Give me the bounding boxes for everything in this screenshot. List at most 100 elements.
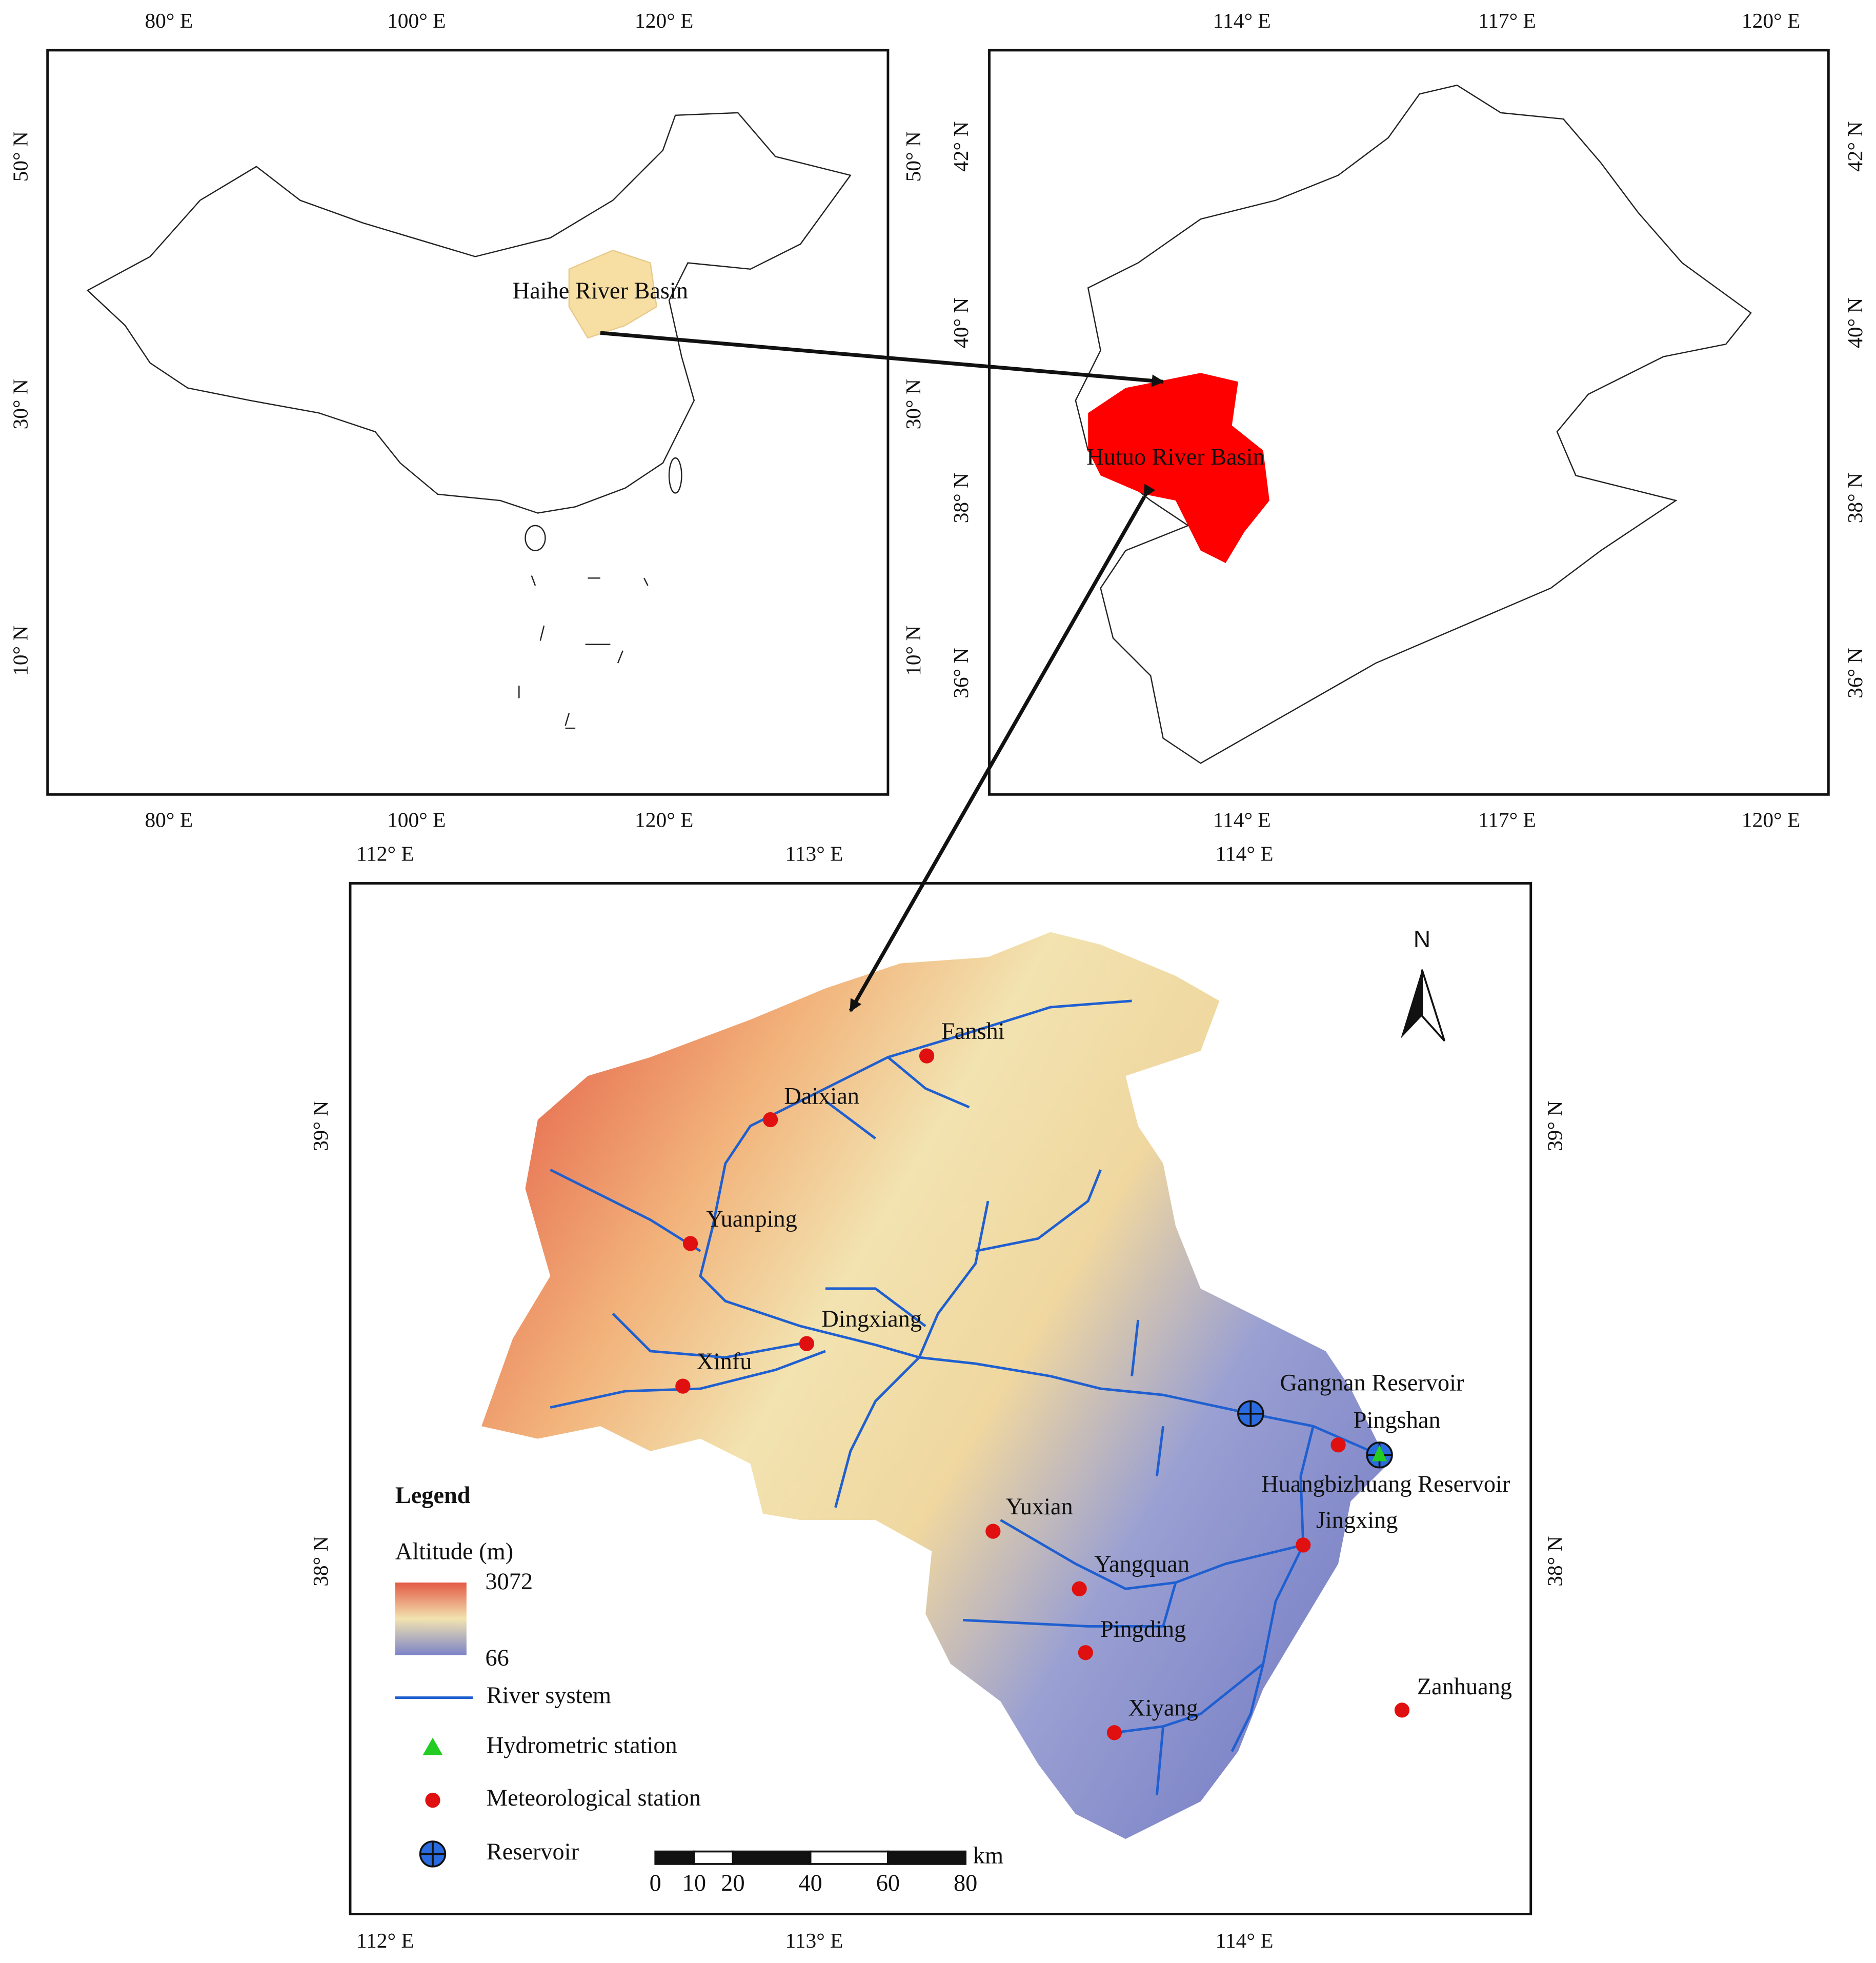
hutuo-basin: [1088, 373, 1269, 564]
south-sea-islands: [518, 575, 649, 729]
reservoir: [420, 1841, 446, 1867]
china-frame: [46, 49, 890, 796]
x-tick-label: 117° E: [1478, 9, 1536, 32]
hainan: [525, 525, 546, 551]
y-tick-label: 38° N: [949, 473, 973, 523]
scale-segment: [732, 1850, 812, 1865]
legend-meteorological: [425, 1792, 440, 1808]
north-arrow: [1401, 969, 1422, 1038]
meteorological-station: [1078, 1645, 1093, 1660]
legend-item: Reservoir: [487, 1839, 579, 1865]
y-tick-label: 30° N: [8, 379, 32, 429]
y-tick-label: 39° N: [1543, 1101, 1566, 1151]
meteorological-station: [985, 1524, 1001, 1539]
y-tick-label: 10° N: [8, 626, 32, 676]
river-network: [550, 999, 1380, 1796]
station-label: Yangquan: [1094, 1551, 1189, 1577]
y-tick-label: 40° N: [1843, 298, 1867, 348]
y-tick-label: 42° N: [1843, 122, 1867, 172]
haihe-outline: [1075, 84, 1752, 764]
haihe-frame: [988, 49, 1830, 796]
y-tick-label: 36° N: [949, 648, 973, 698]
y-tick-label: 10° N: [901, 626, 925, 676]
y-tick-label: 50° N: [8, 131, 32, 182]
meteorological-station: [1296, 1537, 1311, 1553]
north-label: N: [1414, 926, 1430, 952]
legend-item: River system: [487, 1682, 611, 1709]
legend-title: Legend: [395, 1483, 471, 1509]
x-tick-label: 114° E: [1216, 1929, 1274, 1952]
scale-segment: [693, 1850, 734, 1865]
y-tick-label: 50° N: [901, 131, 925, 182]
station-label: Xinfu: [696, 1349, 752, 1375]
meteorological-station: [1072, 1581, 1087, 1596]
legend-hydrometric: [422, 1737, 443, 1755]
meteorological-station: [799, 1336, 815, 1351]
y-tick-label: 38° N: [309, 1536, 332, 1586]
x-tick-label: 120° E: [635, 9, 693, 32]
x-tick-label: 100° E: [387, 9, 446, 32]
station-label: Xiyang: [1128, 1695, 1198, 1721]
scale-segment: [654, 1850, 695, 1865]
elevation-surface: [481, 932, 1388, 1839]
taiwan: [668, 457, 682, 494]
x-tick-label: 113° E: [785, 1929, 843, 1952]
x-tick-label: 80° E: [145, 808, 193, 832]
x-tick-label: 114° E: [1213, 808, 1271, 832]
scale-label: 40: [799, 1870, 822, 1896]
meteorological-station: [675, 1378, 691, 1394]
scale-segment: [887, 1850, 966, 1865]
x-tick-label: 114° E: [1216, 842, 1274, 865]
arrow: [849, 484, 1156, 1012]
x-tick-label: 112° E: [356, 1929, 414, 1952]
hydrometric-station: [1371, 1445, 1387, 1461]
scale-label: 20: [721, 1870, 744, 1896]
station-label: Zanhuang: [1417, 1674, 1512, 1700]
x-tick-label: 117° E: [1478, 808, 1536, 832]
legend-item: Hydrometric station: [487, 1733, 677, 1759]
station-label: Fanshi: [941, 1018, 1005, 1045]
legend-min: 66: [485, 1645, 509, 1671]
x-tick-label: 113° E: [785, 842, 843, 865]
legend-max: 3072: [485, 1569, 533, 1595]
station-label: Pingshan: [1354, 1408, 1441, 1434]
y-tick-label: 30° N: [901, 379, 925, 429]
x-tick-label: 120° E: [1742, 9, 1800, 32]
scale-label: 10: [682, 1870, 706, 1896]
arrow: [600, 331, 1165, 387]
meteorological-station: [1106, 1725, 1122, 1740]
china-outline: [86, 112, 852, 514]
meteorological-station: [1394, 1702, 1410, 1718]
y-tick-label: 39° N: [309, 1101, 332, 1151]
legend-item: Meteorological station: [487, 1785, 701, 1811]
x-tick-label: 114° E: [1213, 9, 1271, 32]
station-label: Daixian: [784, 1084, 859, 1110]
y-tick-label: 38° N: [1843, 473, 1867, 523]
reservoir-label: Huangbizhuang Reservoir: [1261, 1471, 1510, 1497]
haihe-basin: [568, 249, 657, 339]
y-tick-label: 38° N: [1543, 1536, 1566, 1586]
station-label: Yuanping: [706, 1206, 797, 1232]
legend-subtitle: Altitude (m): [395, 1539, 513, 1565]
scale-label: 0: [650, 1870, 661, 1896]
station-label: Yuxian: [1005, 1494, 1073, 1520]
meteorological-station: [919, 1048, 935, 1064]
y-tick-label: 40° N: [949, 298, 973, 348]
north-arrow: [1421, 969, 1446, 1042]
scale-label: 60: [876, 1870, 900, 1896]
station-label: Pingding: [1100, 1616, 1186, 1642]
meteorological-station: [682, 1236, 698, 1251]
scale-label: 80: [954, 1870, 977, 1896]
x-tick-label: 120° E: [635, 808, 693, 832]
station-label: Dingxiang: [821, 1306, 922, 1332]
meteorological-station: [762, 1112, 778, 1128]
meteorological-station: [1330, 1437, 1346, 1453]
scale-segment: [809, 1850, 889, 1865]
x-tick-label: 80° E: [145, 9, 193, 32]
altitude-ramp: [395, 1583, 467, 1655]
reservoir-label: Gangnan Reservoir: [1280, 1370, 1464, 1396]
x-tick-label: 100° E: [387, 808, 446, 832]
reservoir: [1238, 1401, 1263, 1427]
x-tick-label: 120° E: [1742, 808, 1800, 832]
